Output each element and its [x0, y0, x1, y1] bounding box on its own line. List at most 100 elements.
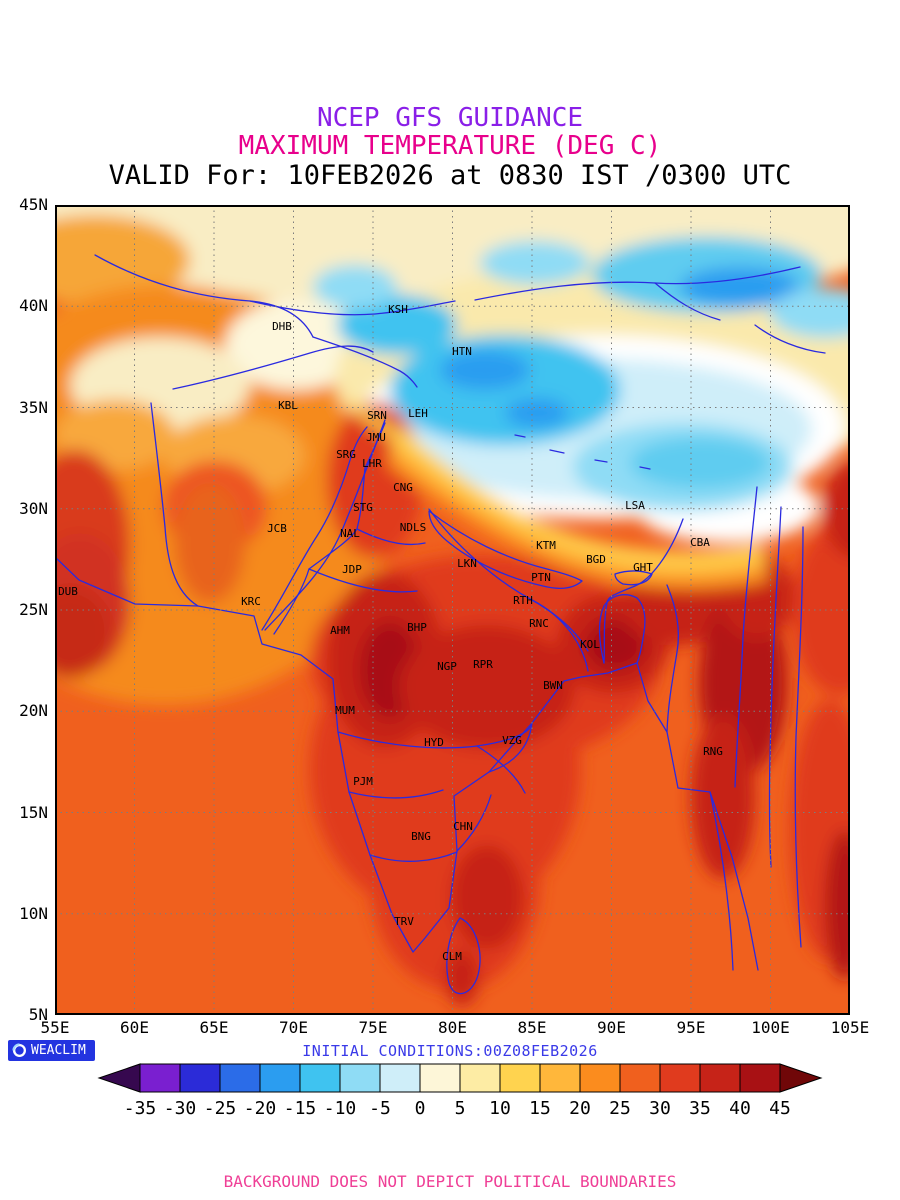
- station-label: LEH: [408, 407, 428, 420]
- station-label: CLM: [442, 950, 462, 963]
- colorbar-segment: [459, 1063, 501, 1093]
- colorbar-tick-label: 30: [649, 1098, 671, 1119]
- station-label: AHM: [330, 624, 350, 637]
- colorbar-segment: [659, 1063, 701, 1093]
- colorbar-segment: [739, 1063, 781, 1093]
- lat-tick-label: 10N: [19, 903, 48, 923]
- station-label: PJM: [353, 775, 373, 788]
- state-border: [456, 794, 492, 852]
- colorbar-tick-label: -20: [244, 1098, 277, 1119]
- temp-region-blob: [770, 288, 850, 338]
- river-line: [654, 282, 721, 321]
- colorbar-segment: [139, 1063, 181, 1093]
- temp-region-blob: [445, 950, 479, 1006]
- temp-region-blob: [505, 398, 569, 428]
- temp-gradient-band: [390, 443, 766, 578]
- map-frame: [55, 205, 850, 1015]
- bangladesh-border: [598, 594, 646, 664]
- colorbar-tick-label: 35: [689, 1098, 711, 1119]
- temp-gradient-band: [387, 456, 769, 590]
- station-label: SRG: [336, 448, 356, 461]
- colorbar-segment: [179, 1063, 221, 1093]
- station-label: MUM: [335, 704, 355, 717]
- temp-region-blob: [440, 350, 530, 390]
- station-label: KRC: [241, 595, 261, 608]
- temp-region-blob: [399, 625, 575, 749]
- border-line: [261, 426, 368, 631]
- border-line: [172, 345, 374, 390]
- state-border: [308, 568, 418, 593]
- temp-region-blob: [630, 437, 770, 489]
- lon-tick-label: 95E: [676, 1018, 706, 1037]
- colorbar-segment: [579, 1063, 621, 1093]
- temp-region-blob: [313, 265, 397, 309]
- station-label: RNC: [529, 617, 549, 630]
- station-label: NGP: [437, 660, 457, 673]
- lon-tick-label: 100E: [751, 1018, 790, 1037]
- station-label: CNG: [393, 481, 413, 494]
- station-label: BNG: [411, 830, 431, 843]
- colorbar-tick-label: 45: [769, 1098, 791, 1119]
- station-label: LKN: [457, 557, 477, 570]
- station-label: RTH: [513, 594, 533, 607]
- lon-tick-label: 85E: [517, 1018, 547, 1037]
- colorbar-tick-label: -30: [164, 1098, 197, 1119]
- border-line: [150, 402, 199, 607]
- amu-darya-river: [94, 254, 314, 338]
- nepal-outline: [428, 510, 583, 589]
- colorbar-segment: [619, 1063, 661, 1093]
- colorbar-segment: [219, 1063, 261, 1093]
- temp-region-blob: [792, 525, 850, 695]
- lat-axis: 45N 40N 35N 30N 25N 20N 15N 10N 5N: [0, 196, 48, 1024]
- latlon-grid: [55, 205, 850, 1015]
- colorbar-tick-label: 40: [729, 1098, 751, 1119]
- lon-axis: 55E 60E 65E 70E 75E 80E 85E 90E 95E 100E 105E: [41, 1018, 870, 1038]
- temp-region-blob: [480, 241, 590, 285]
- station-label: KBL: [278, 399, 298, 412]
- colorbar-below-arrow: [97, 1063, 141, 1093]
- station-label: GHT: [633, 561, 653, 574]
- colorbar-tick-label: 25: [609, 1098, 631, 1119]
- state-border: [531, 599, 589, 652]
- lat-tick-label: 25N: [19, 600, 48, 619]
- temp-region-blob: [691, 715, 755, 879]
- temp-region-blob: [451, 845, 523, 949]
- border-line: [312, 336, 418, 388]
- colorbar-tick-label: 15: [529, 1098, 551, 1119]
- lon-tick-label: 80E: [438, 1018, 467, 1037]
- station-label: STG: [353, 501, 373, 514]
- state-border: [476, 745, 526, 794]
- station-label: KOL: [580, 638, 600, 651]
- temp-region-blob: [825, 830, 850, 980]
- colorbar-tick-label: 5: [455, 1098, 466, 1119]
- colorbar-segment: [539, 1063, 581, 1093]
- station-label: DUB: [58, 585, 78, 598]
- lon-tick-label: 75E: [358, 1018, 388, 1037]
- lat-tick-label: 30N: [19, 498, 48, 518]
- station-label: KTM: [536, 539, 556, 552]
- station-label: HTN: [452, 345, 472, 358]
- colorbar-segment: [379, 1063, 421, 1093]
- temperature-map: KSH DHB HTN KBL SRN LEH JMU SRG LHR CNG STG NDLS NAL…: [55, 205, 850, 1015]
- temp-region-blob: [337, 295, 457, 355]
- station-label: JDP: [342, 563, 362, 576]
- colorbar-segment: [259, 1063, 301, 1093]
- brahmaputra-river: [603, 518, 684, 664]
- station-label: RNG: [703, 745, 723, 758]
- lat-tick-label: 5N: [28, 1005, 48, 1024]
- lon-tick-label: 105E: [830, 1018, 870, 1037]
- station-label: JCB: [267, 522, 287, 535]
- colorbar-above-arrow: [779, 1063, 823, 1093]
- station-label: BGD: [586, 553, 606, 566]
- river-line: [768, 506, 782, 868]
- field-title: MAXIMUM TEMPERATURE (DEG C): [238, 131, 662, 161]
- weaclim-logo: WEACLIM: [8, 1040, 95, 1061]
- station-label: LSA: [625, 499, 645, 512]
- station-label: BWN: [543, 679, 563, 692]
- lat-tick-label: 40N: [19, 296, 48, 316]
- colorbar-segment: [499, 1063, 541, 1093]
- temp-region-blob: [823, 462, 850, 558]
- lake-line: [549, 449, 565, 454]
- temp-region-blob: [55, 588, 110, 678]
- colorbar-tick-label: 10: [489, 1098, 511, 1119]
